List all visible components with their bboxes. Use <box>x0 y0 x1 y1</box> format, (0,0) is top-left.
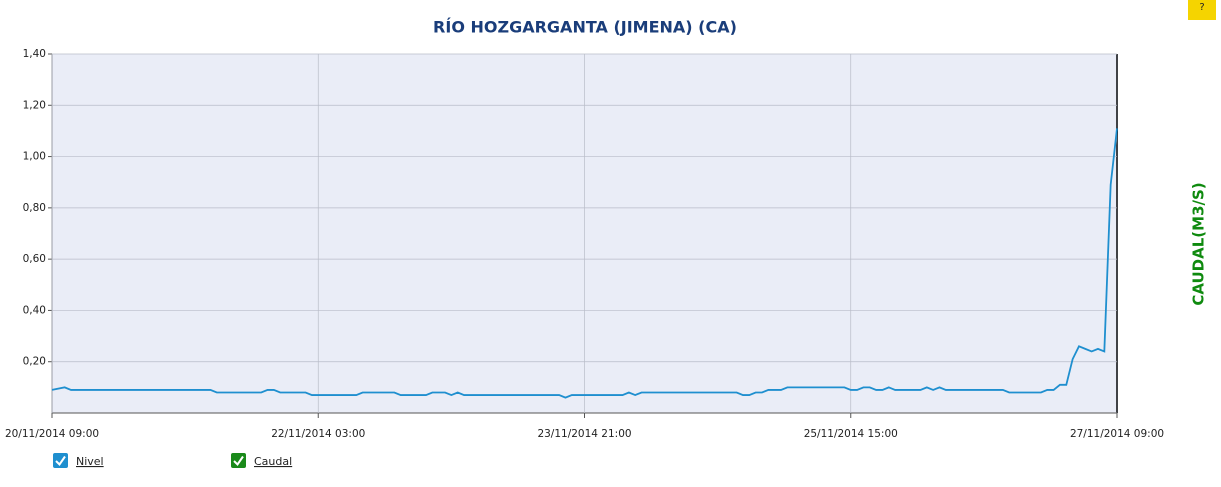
legend-checkbox[interactable] <box>53 453 68 468</box>
legend-label[interactable]: Caudal <box>254 455 292 468</box>
y-tick-label: 0,20 <box>23 356 46 368</box>
x-tick-label: 25/11/2014 15:00 <box>804 428 898 440</box>
legend-checkbox[interactable] <box>231 453 246 468</box>
y-tick-label: 0,40 <box>23 304 46 316</box>
legend-check[interactable] <box>55 455 66 467</box>
chart-title: RÍO HOZGARGANTA (JIMENA) (CA) <box>433 18 737 37</box>
x-tick-label: 23/11/2014 21:00 <box>537 428 631 440</box>
y-tick-label: 1,40 <box>23 48 46 60</box>
help-button[interactable] <box>1188 0 1216 20</box>
x-tick-label: 20/11/2014 09:00 <box>5 428 99 440</box>
y-axis-label: CAUDAL(M3/S) <box>1190 182 1208 305</box>
legend-check[interactable] <box>233 455 244 467</box>
y-tick-label: 0,60 <box>23 253 46 265</box>
legend-label[interactable]: Nivel <box>76 455 104 468</box>
help-button-label[interactable]: ? <box>1199 2 1204 13</box>
x-tick-label: 22/11/2014 03:00 <box>271 428 365 440</box>
y-tick-label: 1,20 <box>23 99 46 111</box>
data-line <box>51 128 1118 399</box>
x-tick-label: 27/11/2014 09:00 <box>1070 428 1164 440</box>
y-tick-label: 1,00 <box>23 151 46 163</box>
y-tick-label: 0,80 <box>23 202 46 214</box>
